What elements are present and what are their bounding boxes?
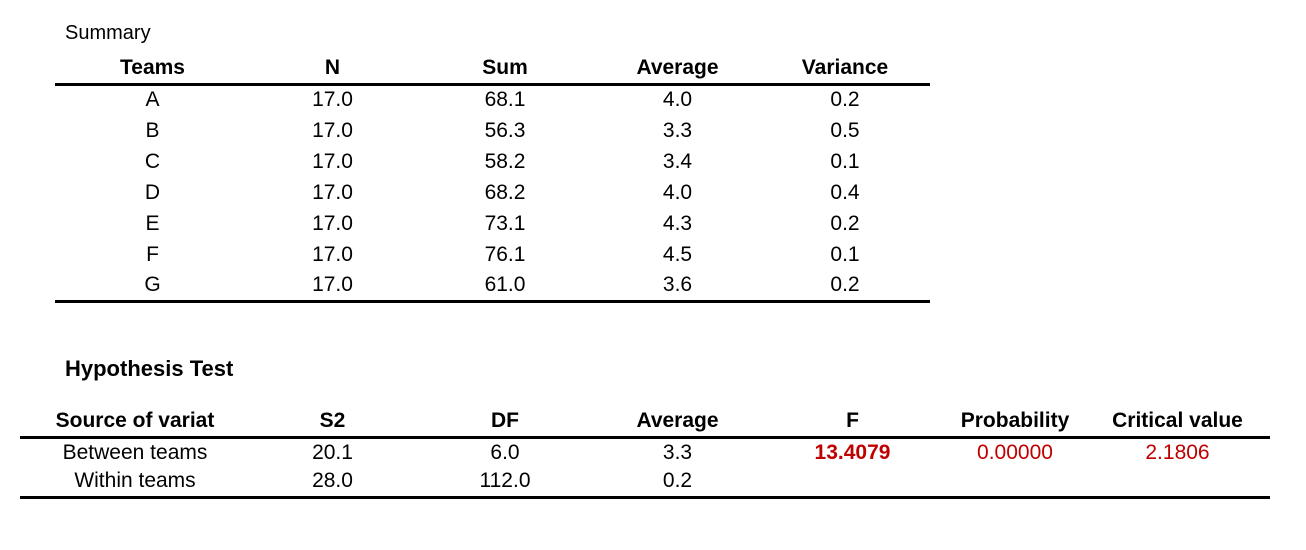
cell-average: 4.3 [662,211,693,235]
cell-average: 4.0 [662,180,693,204]
col-header-variance: Variance [760,50,930,86]
summary-table: Teams N Sum Average Variance A 17.0 68.1… [55,50,930,303]
cell-df: 6.0 [490,440,520,464]
cell-n: 17.0 [312,211,353,235]
cell-source: Between teams [62,440,208,464]
summary-table-body: A 17.0 68.1 4.0 0.2 B 17.0 56.3 3.3 0.5 … [55,84,930,303]
col-header-f: F [760,404,945,439]
cell-team: D [144,180,161,204]
hypothesis-test-table: Source of variat S2 DF Average F Probabi… [20,404,1270,499]
cell-team: B [145,118,160,142]
cell-probability [945,467,1085,499]
table-row: D 17.0 68.2 4.0 0.4 [55,177,930,208]
cell-n: 17.0 [312,88,353,112]
col-header-average: Average [595,50,760,86]
col-header-s2: S2 [250,404,415,439]
summary-section-title: Summary [65,22,151,44]
cell-team: E [145,211,160,235]
cell-average: 4.0 [662,88,693,112]
table-header-row: Teams N Sum Average Variance [55,50,930,86]
table-row: E 17.0 73.1 4.3 0.2 [55,208,930,239]
cell-s2: 20.1 [312,440,353,464]
cell-team: C [144,149,161,173]
cell-n: 17.0 [312,242,353,266]
col-header-average: Average [595,404,760,439]
cell-variance: 0.5 [830,118,860,142]
cell-sum: 73.1 [484,211,526,235]
hypothesis-table-body: Between teams 20.1 6.0 3.3 13.4079 0.000… [20,437,1270,499]
cell-critical-value: 2.1806 [1145,440,1210,464]
table-row: B 17.0 56.3 3.3 0.5 [55,115,930,146]
cell-average: 3.6 [595,270,760,303]
cell-sum: 56.3 [484,118,526,142]
cell-sum: 61.0 [415,270,595,303]
cell-s2: 28.0 [250,467,415,499]
cell-sum: 68.1 [484,88,526,112]
cell-f-statistic [760,467,945,499]
table-row-between-teams: Between teams 20.1 6.0 3.3 13.4079 0.000… [20,437,1270,467]
cell-variance: 0.2 [760,270,930,303]
cell-variance: 0.1 [830,149,860,173]
table-row: G 17.0 61.0 3.6 0.2 [55,270,930,303]
cell-n: 17.0 [312,149,353,173]
col-header-source-of-variation: Source of variat [20,404,250,439]
col-header-teams: Teams [55,50,250,86]
cell-probability: 0.00000 [977,440,1053,464]
cell-average: 3.4 [662,149,693,173]
col-header-critical-value: Critical value [1085,404,1270,439]
table-row: C 17.0 58.2 3.4 0.1 [55,146,930,177]
cell-average: 4.5 [662,242,693,266]
cell-sum: 58.2 [484,149,526,173]
cell-sum: 68.2 [484,180,526,204]
col-header-n: N [250,50,415,86]
cell-average: 3.3 [662,118,693,142]
cell-average: 0.2 [595,467,760,499]
table-row-within-teams: Within teams 28.0 112.0 0.2 [20,467,1270,499]
cell-variance: 0.2 [830,211,860,235]
summary-table-header: Teams N Sum Average Variance [55,50,930,86]
cell-variance: 0.1 [830,242,860,266]
cell-n: 17.0 [312,118,353,142]
col-header-df: DF [415,404,595,439]
cell-team: A [145,88,160,112]
cell-sum: 76.1 [484,242,526,266]
table-header-row: Source of variat S2 DF Average F Probabi… [20,404,1270,439]
cell-f-statistic: 13.4079 [814,440,891,464]
table-row: A 17.0 68.1 4.0 0.2 [55,84,930,115]
cell-df: 112.0 [415,467,595,499]
cell-variance: 0.2 [830,88,860,112]
col-header-probability: Probability [945,404,1085,439]
cell-team: F [146,242,159,266]
cell-variance: 0.4 [830,180,860,204]
hypothesis-table-header: Source of variat S2 DF Average F Probabi… [20,404,1270,439]
cell-source: Within teams [20,467,250,499]
cell-team: G [55,270,250,303]
cell-critical-value [1085,467,1270,499]
cell-n: 17.0 [250,270,415,303]
cell-average: 3.3 [662,440,693,464]
table-row: F 17.0 76.1 4.5 0.1 [55,239,930,270]
col-header-sum: Sum [415,50,595,86]
cell-n: 17.0 [312,180,353,204]
hypothesis-test-section-title: Hypothesis Test [65,356,234,381]
